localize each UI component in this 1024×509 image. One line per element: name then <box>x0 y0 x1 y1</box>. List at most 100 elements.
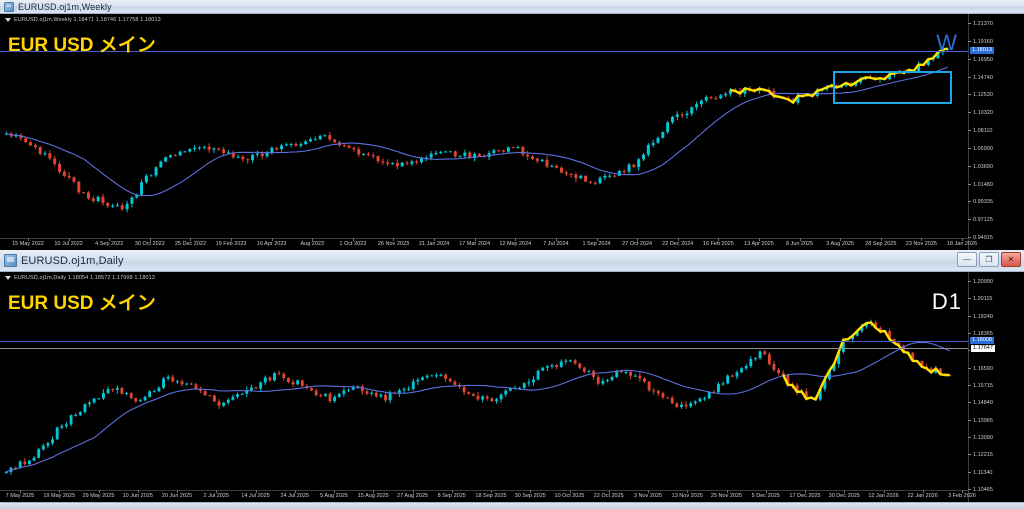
time-tick-label: 7 May 2025 <box>5 493 35 499</box>
price-tick: 1.01480 <box>968 182 993 188</box>
time-tick-mark <box>352 238 354 241</box>
horizontal-price-line[interactable] <box>0 340 968 342</box>
price-scale-divider <box>968 272 969 502</box>
time-tick-label: 1 Sep 2024 <box>582 241 611 247</box>
time-tick-mark <box>312 238 314 241</box>
time-tick-mark <box>451 490 453 493</box>
price-tick: 0.94915 <box>968 235 993 241</box>
time-tick-label: 19 Feb 2023 <box>215 241 247 247</box>
time-tick-label: 25 Nov 2025 <box>710 493 743 499</box>
time-tick-mark <box>20 490 21 493</box>
time-tick-mark <box>434 238 436 241</box>
time-tick-label: 17 Mar 2024 <box>459 241 491 247</box>
time-tick-label: 5 Aug 2025 <box>320 493 348 499</box>
time-tick-label: 1 Oct 2023 <box>339 241 367 247</box>
time-tick-label: 13 Nov 2025 <box>671 493 703 499</box>
time-scale-daily[interactable]: 7 May 2025 19 May 2025 29 May 2025 10 Jun 2… <box>0 490 976 502</box>
time-tick-mark <box>216 490 218 493</box>
chart-menu-caret-icon[interactable] <box>5 276 11 280</box>
time-tick-mark <box>880 238 882 241</box>
time-tick-label: 27 Oct 2024 <box>622 241 653 247</box>
time-tick-mark <box>271 238 273 241</box>
status-strip <box>0 502 1024 509</box>
time-tick-mark <box>474 238 476 241</box>
time-tick-mark <box>962 238 963 241</box>
current-price-label: 1.18008 <box>970 336 994 344</box>
time-tick-label: 27 Aug 2025 <box>397 493 428 499</box>
chart-plot-daily <box>0 272 1024 502</box>
time-scale-weekly[interactable]: 15 May 2022 10 Jul 2022 4 Sep 2022 30 Oct 2… <box>0 238 977 250</box>
titlebar-daily[interactable]: EURUSD.oj1m,Daily — ❐ ✕ <box>0 250 1024 272</box>
price-tick: 1.19160 <box>968 39 993 45</box>
symbol-ohlc-line-daily: EURUSD.oj1m,Daily 1.18054 1.18572 1.1799… <box>14 275 155 281</box>
minimize-button[interactable]: — <box>957 252 977 267</box>
time-tick-mark <box>921 238 923 241</box>
time-tick-mark <box>231 238 233 241</box>
highlight-trend-line <box>782 321 950 401</box>
timeframe-badge-daily: D1 <box>931 289 962 314</box>
close-button[interactable]: ✕ <box>1001 252 1021 267</box>
price-tick: 1.20115 <box>968 296 992 302</box>
time-tick-mark <box>648 490 649 493</box>
symbol-ohlc-line-weekly: EURUSD.oj1m,Weekly 1.18471 1.18746 1.177… <box>14 17 161 23</box>
time-tick-mark <box>98 490 100 493</box>
moving-average-line <box>6 341 950 473</box>
current-price-label: 1.18013 <box>970 47 994 55</box>
close-icon: ✕ <box>1007 254 1015 264</box>
time-tick-label: 25 Dec 2022 <box>174 241 207 247</box>
chart-area-daily[interactable]: EURUSD.oj1m,Daily 1.18054 1.18572 1.1799… <box>0 272 1024 502</box>
minimize-icon: — <box>963 254 971 264</box>
price-tick: 1.12215 <box>968 452 993 458</box>
chart-window-icon <box>4 254 17 267</box>
window-title-daily: EURUSD.oj1m,Daily <box>21 254 124 267</box>
price-tick: 1.14840 <box>968 400 993 406</box>
chart-overlay-label-weekly: EUR USD メイン <box>8 35 156 56</box>
cyan-rectangle[interactable] <box>833 71 952 104</box>
time-tick-mark <box>765 490 767 493</box>
time-tick-label: 15 Aug 2025 <box>357 493 389 499</box>
price-tick: 1.21370 <box>968 21 993 27</box>
price-tick: 1.16590 <box>968 366 993 372</box>
price-tick: 1.08110 <box>968 128 992 134</box>
time-tick-mark <box>805 490 806 493</box>
time-tick-label: 10 Jul 2022 <box>54 241 83 247</box>
time-tick-mark <box>677 238 679 241</box>
price-tick: 1.14740 <box>968 75 993 81</box>
chart-series-svg <box>4 319 952 475</box>
window-title-weekly: EURUSD.oj1m,Weekly <box>18 1 112 12</box>
time-tick-mark <box>149 238 151 241</box>
price-tick: 1.13965 <box>968 418 993 424</box>
time-tick-label: 28 Sep 2025 <box>865 241 897 247</box>
price-tick: 1.10465 <box>968 487 993 493</box>
price-scale-weekly[interactable]: 1.21370 1.19160 1.16950 1.14740 1.12530 1.103… <box>968 14 1024 250</box>
price-scale-daily[interactable]: 1.209901.201151.192401.183651.174901.165… <box>968 272 1024 502</box>
time-tick-mark <box>68 238 70 241</box>
time-tick-label: 16 Feb 2025 <box>702 241 734 247</box>
time-tick-label: 16 Apr 2023 <box>256 241 287 247</box>
price-tick: 1.20990 <box>968 279 993 285</box>
time-tick-label: 30 Sep 2025 <box>514 493 546 499</box>
time-tick-label: 7 Jul 2024 <box>543 241 569 247</box>
window-controls: — ❐ ✕ <box>957 252 1021 267</box>
timeframe-badge-weekly: W <box>936 30 958 55</box>
maximize-button[interactable]: ❐ <box>979 252 999 267</box>
chart-area-weekly[interactable]: EURUSD.oj1m,Weekly 1.18471 1.18746 1.177… <box>0 14 1024 250</box>
chart-menu-caret-icon[interactable] <box>5 18 11 22</box>
horizontal-price-line[interactable] <box>0 51 968 53</box>
time-tick-mark <box>491 490 492 493</box>
time-tick-mark <box>255 490 257 493</box>
time-tick-mark <box>190 238 192 241</box>
titlebar-weekly[interactable]: EURUSD.oj1m,Weekly <box>0 0 1024 14</box>
price-tick: 1.18365 <box>968 331 993 337</box>
price-tick: 1.10320 <box>968 110 993 116</box>
price-tick: 1.03690 <box>968 164 993 170</box>
time-tick-label: Aug 2023 <box>300 241 325 247</box>
time-tick-mark <box>840 238 842 241</box>
time-tick-mark <box>393 238 395 241</box>
highlight-trend-line <box>730 47 948 104</box>
time-tick-mark <box>412 490 414 493</box>
time-tick-label: 29 May 2025 <box>82 493 115 499</box>
time-tick-label: 3 Aug 2025 <box>826 241 855 247</box>
horizontal-price-line-2[interactable] <box>0 348 968 350</box>
time-tick-mark <box>334 490 335 493</box>
